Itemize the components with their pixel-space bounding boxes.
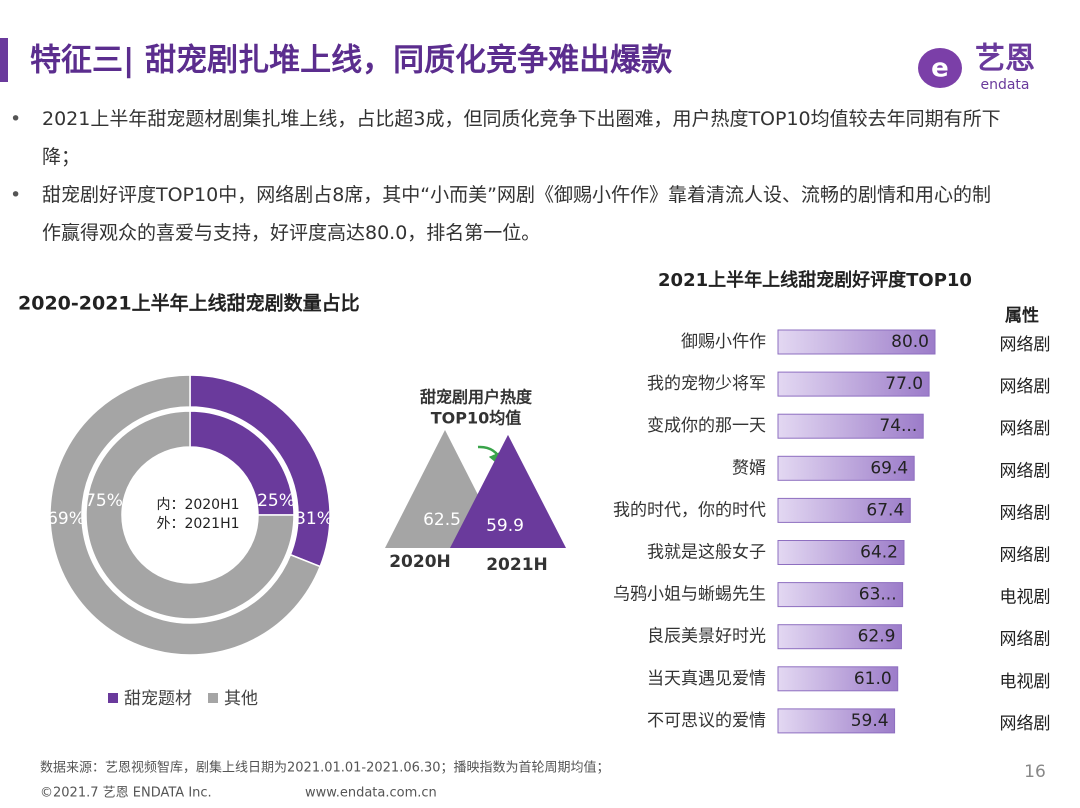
- title-accent: [0, 38, 8, 82]
- chart-title: 2021上半年上线甜宠剧好评度TOP10: [658, 269, 972, 291]
- donut-label: 75%: [85, 491, 123, 511]
- bar: [777, 666, 899, 692]
- chart-title: TOP10均值: [431, 409, 522, 428]
- bar-value: 59.4: [851, 711, 889, 731]
- logo-mark: [918, 48, 962, 88]
- bar-category: 我的时代，你的时代: [613, 500, 766, 520]
- bar-attribute: 电视剧: [1000, 588, 1051, 608]
- bar-category: 乌鸦小姐与蜥蜴先生: [613, 585, 766, 605]
- bar-category: 我的宠物少将军: [647, 374, 766, 394]
- legend-swatch: [208, 693, 218, 703]
- bar: [777, 708, 896, 734]
- bar: [777, 540, 905, 565]
- bar-value: 69.4: [870, 458, 908, 478]
- bar: [777, 624, 902, 650]
- bar-attribute: 网络剧: [1000, 503, 1051, 523]
- bar-value: 67.4: [866, 500, 904, 520]
- triangle-category: 2021H: [486, 555, 548, 575]
- chart-title: 甜宠剧用户热度: [420, 388, 533, 407]
- bar: [777, 371, 930, 397]
- triangle-value: 59.9: [486, 516, 524, 536]
- donut-label: 69%: [47, 509, 85, 529]
- logo-glyph: e: [931, 54, 949, 84]
- triangle-category: 2020H: [389, 552, 451, 572]
- bar: [777, 497, 911, 523]
- bar: [777, 413, 924, 439]
- bar-attribute: 网络剧: [1000, 377, 1051, 397]
- bar: [777, 455, 915, 481]
- bar-category: 赘婿: [732, 458, 766, 478]
- donut-segment: [85, 410, 295, 620]
- bar-category: 不可思议的爱情: [647, 711, 766, 731]
- center-label: 外：2021H1: [156, 516, 239, 532]
- bar-category: 良辰美景好时光: [647, 627, 766, 647]
- donut-segment: [49, 374, 322, 656]
- logo-text: 艺恩: [975, 42, 1035, 77]
- donut-label: 25%: [257, 491, 295, 511]
- logo-sub: endata: [980, 77, 1029, 93]
- bar-attribute: 网络剧: [1000, 419, 1051, 439]
- page-title: 特征三| 甜宠剧扎堆上线，同质化竞争难出爆款: [30, 43, 673, 79]
- source-note: 数据来源：艺恩视频智库，剧集上线日期为2021.01.01-2021.06.30…: [40, 760, 610, 776]
- bar-attribute: 电视剧: [1000, 672, 1051, 692]
- center-label: 内：2020H1: [156, 497, 239, 513]
- page-number: 16: [1024, 762, 1046, 782]
- bar-category: 我就是这般女子: [647, 543, 766, 563]
- bar-value: 74...: [879, 416, 917, 436]
- donut-label: 31%: [295, 509, 333, 529]
- bar-value: 77.0: [885, 374, 923, 394]
- legend-swatch: [108, 693, 118, 703]
- bar: [777, 582, 904, 608]
- bar: [777, 329, 936, 355]
- bar-value: 62.9: [858, 627, 896, 647]
- bar-value: 80.0: [891, 332, 929, 352]
- bar-attribute: 网络剧: [1000, 335, 1051, 355]
- bar-value: 61.0: [854, 669, 892, 689]
- bar-category: 变成你的那一天: [647, 416, 766, 436]
- site: www.endata.com.cn: [305, 786, 437, 801]
- bullet: 2021上半年甜宠题材剧集扎堆上线，占比超3成，但同质化竞争下出圈难，用户热度T…: [0, 100, 1002, 176]
- bar-attribute: 网络剧: [1000, 630, 1051, 650]
- bar-category: 御赐小仵作: [681, 332, 766, 352]
- legend-label: 甜宠题材: [124, 689, 192, 709]
- bullet-list: 2021上半年甜宠题材剧集扎堆上线，占比超3成，但同质化竞争下出圈难，用户热度T…: [0, 100, 1010, 252]
- triangle-value: 62.5: [423, 510, 461, 530]
- legend-label: 其他: [224, 689, 258, 709]
- chart-title: 2020-2021上半年上线甜宠剧数量占比: [18, 292, 360, 315]
- bullet: 甜宠剧好评度TOP10中，网络剧占8席，其中“小而美”网剧《御赐小仵作》靠着清流…: [0, 176, 1002, 252]
- triangle: [450, 434, 566, 548]
- bar-attribute: 网络剧: [1000, 546, 1051, 566]
- attribute-header: 属性: [1005, 305, 1039, 326]
- bar-attribute: 网络剧: [1000, 714, 1051, 734]
- bar-value: 63...: [859, 585, 897, 605]
- copyright: ©2021.7 艺恩 ENDATA Inc.: [40, 786, 212, 801]
- bar-attribute: 网络剧: [1000, 461, 1051, 481]
- bar-category: 当天真遇见爱情: [647, 669, 766, 689]
- bar-value: 64.2: [860, 543, 898, 563]
